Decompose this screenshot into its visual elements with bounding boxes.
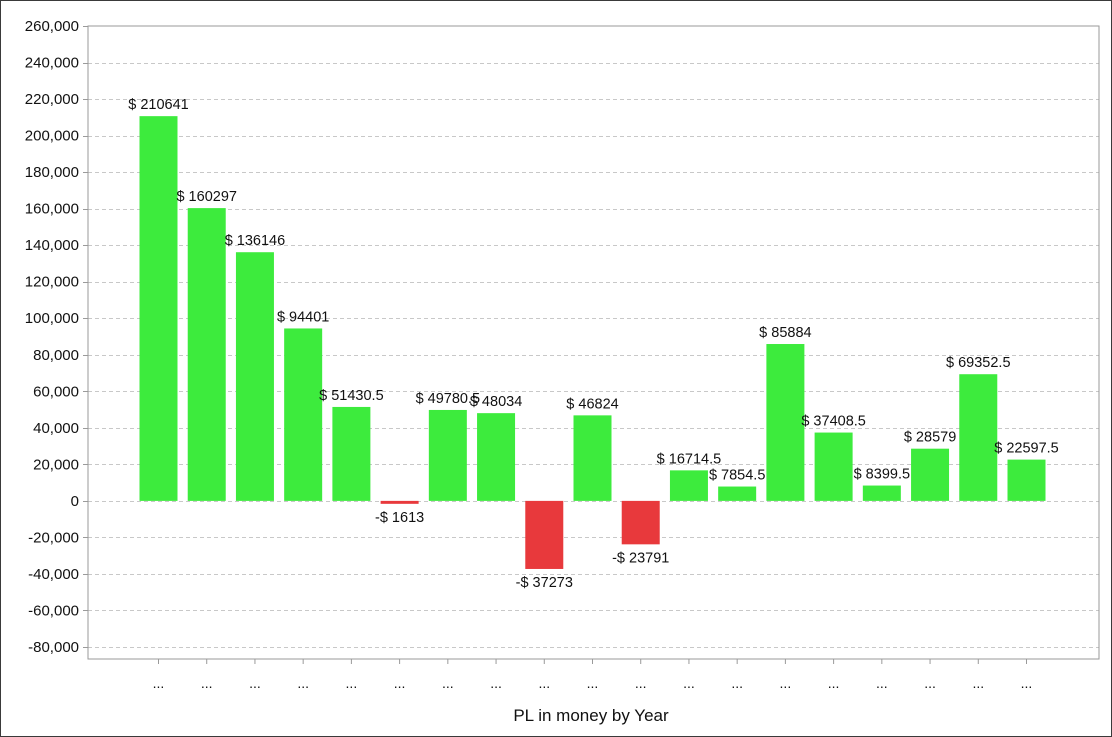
data-label: $ 94401 <box>277 309 329 325</box>
y-tick-label: -60,000 <box>28 602 79 619</box>
x-tick-label: ... <box>587 675 599 691</box>
x-tick-label: ... <box>683 675 695 691</box>
bar <box>766 344 805 501</box>
data-label: $ 136146 <box>225 233 285 249</box>
x-tick-label: ... <box>394 675 406 691</box>
x-tick-label: ... <box>635 675 647 691</box>
bar <box>380 500 419 504</box>
bar <box>621 500 660 545</box>
y-tick-label: 240,000 <box>25 55 79 72</box>
x-tick-label: ... <box>828 675 840 691</box>
data-label: $ 85884 <box>759 325 811 341</box>
data-label: -$ 37273 <box>516 575 573 591</box>
y-tick-label: 20,000 <box>33 456 79 473</box>
x-tick-label: ... <box>297 675 309 691</box>
y-tick-label: 180,000 <box>25 164 79 181</box>
data-label: $ 69352.5 <box>946 355 1011 371</box>
data-label: $ 49780.5 <box>416 391 481 407</box>
y-tick-label: 40,000 <box>33 420 79 437</box>
data-label: $ 51430.5 <box>319 388 384 404</box>
bar <box>428 409 467 501</box>
x-tick-labels: ........................................… <box>153 675 1033 691</box>
data-label: $ 160297 <box>176 189 236 205</box>
bars <box>139 116 1046 569</box>
data-label: -$ 1613 <box>375 510 424 526</box>
bar <box>862 485 901 501</box>
data-label: $ 7854.5 <box>709 468 765 484</box>
bar <box>718 486 757 501</box>
bar <box>332 406 371 501</box>
bar <box>814 432 853 501</box>
bar <box>187 208 226 501</box>
x-tick-label: ... <box>153 675 165 691</box>
y-tick-label: 200,000 <box>25 128 79 145</box>
data-label: $ 16714.5 <box>657 451 722 467</box>
y-tick-label: 140,000 <box>25 237 79 254</box>
plot-area-border <box>87 25 1100 660</box>
x-tick-label: ... <box>876 675 888 691</box>
y-tick-label: 160,000 <box>25 201 79 218</box>
y-tick-label: 0 <box>71 493 79 510</box>
x-tick-label: ... <box>1021 675 1033 691</box>
y-tick-label: 100,000 <box>25 310 79 327</box>
y-tick-label: 60,000 <box>33 383 79 400</box>
y-tick-label: 80,000 <box>33 347 79 364</box>
x-tick-label: ... <box>780 675 792 691</box>
bar <box>1007 459 1046 501</box>
data-label: $ 37408.5 <box>801 414 866 430</box>
data-labels: $ 210641 $ 160297 $ 136146 $ 94401 $ 51430.5… <box>128 97 1059 591</box>
bar <box>477 413 516 501</box>
y-tick-label: -80,000 <box>28 639 79 656</box>
y-tick-label: -20,000 <box>28 529 79 546</box>
bar <box>284 328 323 501</box>
data-label: $ 8399.5 <box>854 467 910 483</box>
x-tick-label: ... <box>442 675 454 691</box>
bar <box>573 415 612 501</box>
data-label: $ 46824 <box>566 396 618 412</box>
bar <box>911 448 950 501</box>
y-tick-label: -40,000 <box>28 566 79 583</box>
x-tick-label: ... <box>490 675 502 691</box>
y-tick-label: 220,000 <box>25 91 79 108</box>
y-tick-labels: 260,000 240,000 220,000 200,000 180,000 160,0… <box>25 18 79 656</box>
x-tick-label: ... <box>972 675 984 691</box>
x-tick-label: ... <box>346 675 358 691</box>
axes <box>83 25 1100 664</box>
x-tick-label: ... <box>731 675 743 691</box>
bar <box>669 470 708 501</box>
y-tick-label: 120,000 <box>25 274 79 291</box>
data-label: -$ 23791 <box>612 550 669 566</box>
data-label: $ 210641 <box>128 97 188 113</box>
x-axis-title: PL in money by Year <box>513 706 669 725</box>
bar <box>235 252 274 501</box>
bar <box>525 500 564 569</box>
y-tick-label: 260,000 <box>25 18 79 35</box>
bar <box>139 116 178 501</box>
data-label: $ 48034 <box>470 394 522 410</box>
x-tick-label: ... <box>538 675 550 691</box>
data-label: $ 28579 <box>904 430 956 446</box>
bar <box>959 374 998 501</box>
x-tick-label: ... <box>249 675 261 691</box>
x-tick-label: ... <box>924 675 936 691</box>
x-tick-label: ... <box>201 675 213 691</box>
data-label: $ 22597.5 <box>994 441 1059 457</box>
